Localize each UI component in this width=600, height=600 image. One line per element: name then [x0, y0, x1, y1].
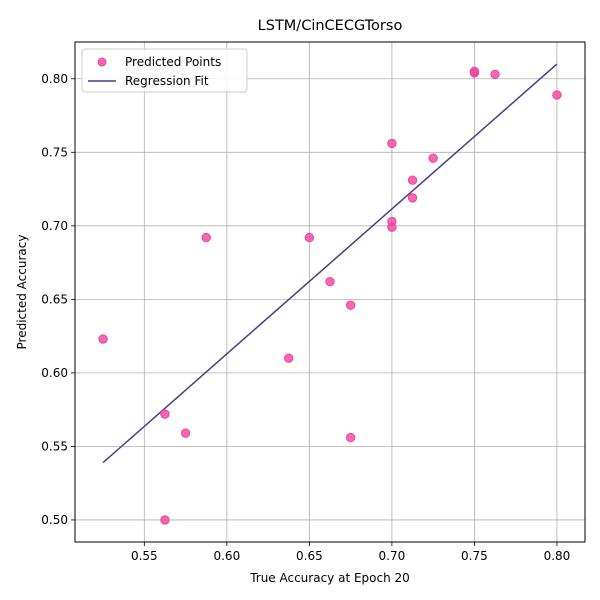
regression-series [102, 63, 558, 464]
data-point [490, 69, 500, 80]
data-point [345, 432, 356, 443]
plot-frame [74, 41, 586, 543]
y-tick-label: 0.80 [41, 72, 68, 86]
data-point [387, 138, 397, 149]
data-point [304, 232, 315, 243]
x-tick-label: 0.70 [379, 549, 406, 563]
legend-box [81, 48, 248, 93]
legend-label-regression: Regression Fit [125, 74, 209, 88]
data-point [98, 334, 108, 344]
y-tick-label: 0.60 [41, 366, 68, 380]
data-point [325, 277, 335, 287]
data-point [552, 90, 562, 100]
x-tick-label: 0.65 [296, 549, 323, 563]
y-axis-label: Predicted Accuracy [15, 235, 29, 350]
x-axis-label: True Accuracy at Epoch 20 [249, 571, 410, 585]
legend-scatter-marker [97, 57, 107, 67]
y-tick-label: 0.55 [41, 439, 68, 453]
x-tick-label: 0.75 [461, 549, 488, 563]
data-point [160, 409, 170, 419]
data-point [160, 515, 170, 525]
data-point [284, 353, 294, 363]
y-tick-label: 0.65 [41, 292, 68, 306]
data-point [469, 68, 480, 78]
data-point [180, 428, 191, 438]
y-tick-label: 0.50 [41, 513, 68, 527]
x-tick-label: 0.60 [213, 549, 240, 563]
data-point [407, 193, 418, 203]
data-point [201, 232, 211, 243]
data-point [345, 300, 356, 310]
legend-label-predicted: Predicted Points [125, 55, 221, 69]
x-tick-label: 0.80 [544, 549, 571, 563]
scatter-series [98, 66, 562, 525]
y-tick-label: 0.75 [41, 145, 68, 159]
axis-ticks: 0.55 0.60 0.65 0.70 0.75 0.80 0.50 0.55 0.60 0.65… [41, 72, 570, 563]
data-point [428, 153, 438, 163]
gridlines [75, 42, 585, 542]
data-point [387, 222, 397, 232]
x-tick-label: 0.55 [131, 549, 158, 563]
regression-line [102, 63, 558, 464]
chart-title: LSTM/CinCECGTorso [258, 18, 403, 34]
data-point [407, 175, 418, 185]
y-tick-label: 0.70 [41, 219, 68, 233]
legend: Predicted Points Regression Fit [81, 48, 248, 93]
